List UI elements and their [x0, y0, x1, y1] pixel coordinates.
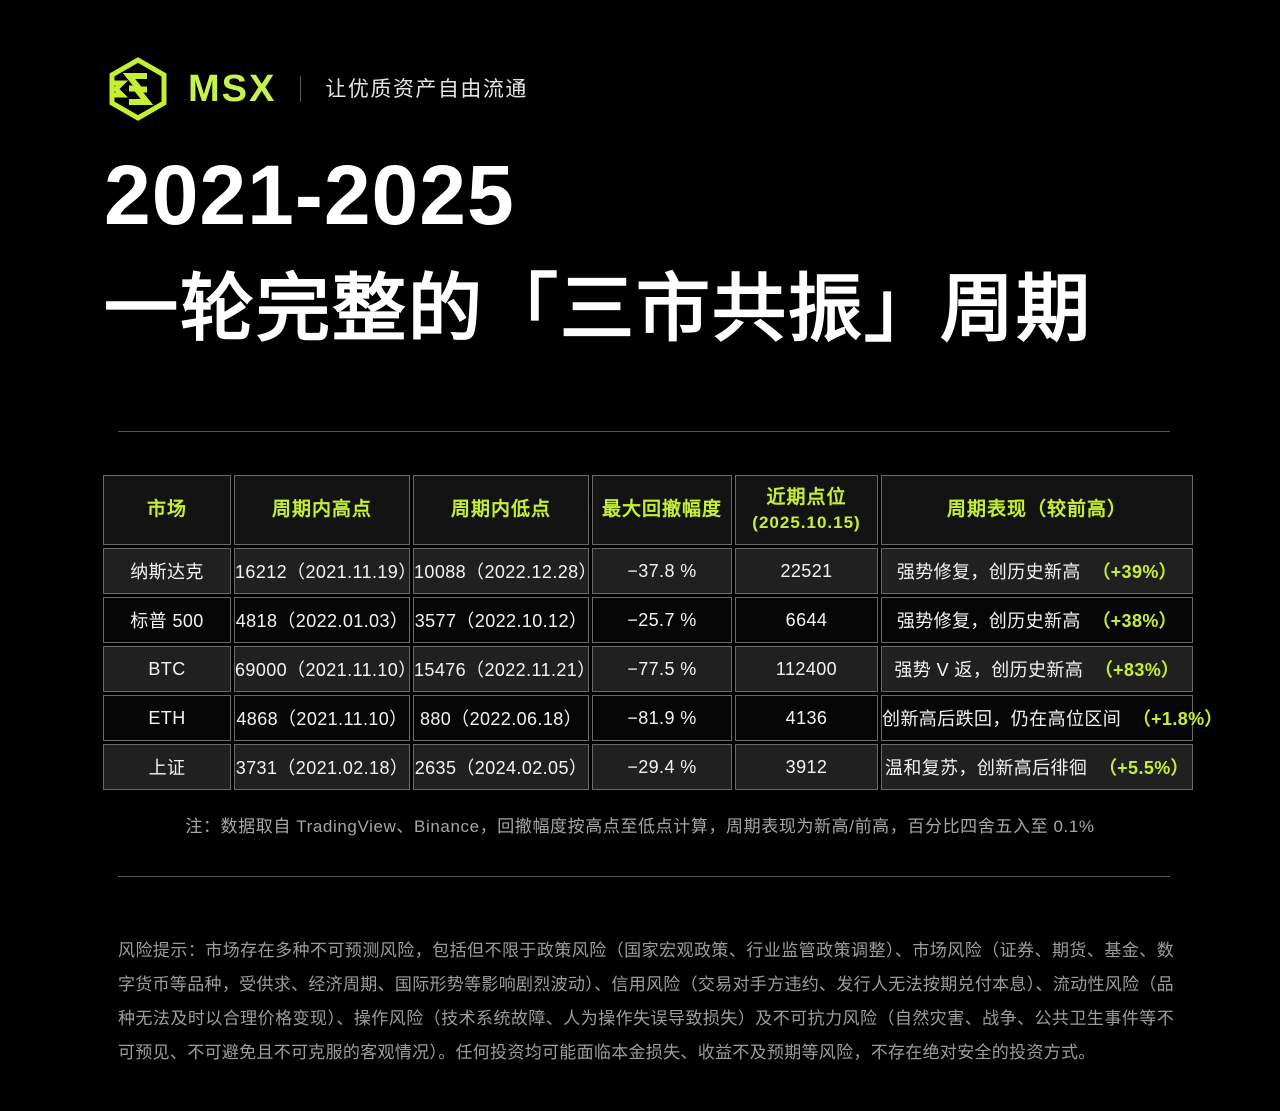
column-header-label: 周期内低点 — [450, 498, 551, 520]
performance-pct-badge: （+83%） — [1094, 660, 1180, 680]
cell-cycle-high: 16212（2021.11.19） — [234, 548, 416, 594]
cell-cycle-low: 3577（2022.10.12） — [413, 597, 589, 643]
cell-recent-level: 3912 — [735, 744, 878, 790]
column-header-label: 周期表现（较前高） — [946, 498, 1127, 520]
cell-performance: 强势 V 返，创历史新高 （+83%） — [881, 646, 1193, 692]
cell-max-drawdown: −37.8 % — [592, 548, 732, 594]
cell-recent-level: 6644 — [735, 597, 878, 643]
cycle-table-wrapper: 市场 周期内高点 周期内低点 最大回撤幅度 近期点位 (2025.10.15) — [100, 472, 1223, 793]
table-row: ETH 4868（2021.11.10） 880（2022.06.18） −81… — [103, 695, 1223, 741]
divider-above-disclaimer — [118, 876, 1170, 877]
brand-divider — [300, 76, 302, 102]
brand-wordmark: MSX — [188, 68, 277, 110]
cell-cycle-low: 10088（2022.12.28） — [413, 548, 597, 594]
cell-performance: 强势修复，创历史新高 （+39%） — [881, 548, 1193, 594]
cell-cycle-high: 69000（2021.11.10） — [234, 646, 416, 692]
performance-text: 强势修复，创历史新高 — [896, 562, 1081, 582]
performance-text: 创新高后跌回，仍在高位区间 — [882, 709, 1122, 729]
performance-pct-badge: （+38%） — [1092, 611, 1178, 631]
column-header-label: 市场 — [146, 498, 187, 520]
column-header-cycle-low: 周期内低点 — [413, 475, 589, 545]
cell-recent-level: 112400 — [735, 646, 878, 692]
cell-cycle-low: 15476（2022.11.21） — [413, 646, 595, 692]
performance-text: 强势修复，创历史新高 — [896, 611, 1081, 631]
cell-cycle-low: 880（2022.06.18） — [413, 695, 589, 741]
column-header-cycle-high: 周期内高点 — [234, 475, 410, 545]
column-header-label: 周期内高点 — [271, 498, 372, 520]
cell-max-drawdown: −81.9 % — [592, 695, 732, 741]
brand-bar: MSX 让优质资产自由流通 — [106, 57, 528, 121]
brand-tagline: 让优质资产自由流通 — [325, 77, 528, 101]
cell-recent-level: 4136 — [735, 695, 878, 741]
table-row: 上证 3731（2021.02.18） 2635（2024.02.05） −29… — [103, 744, 1193, 790]
column-header-label: 最大回撤幅度 — [601, 498, 722, 520]
cell-recent-level: 22521 — [735, 548, 878, 594]
column-header-label: 近期点位 — [766, 486, 847, 508]
cell-market: 纳斯达克 — [103, 548, 231, 594]
column-header-market: 市场 — [103, 475, 231, 545]
column-header-performance: 周期表现（较前高） — [881, 475, 1193, 545]
cell-market: 标普 500 — [103, 597, 231, 643]
table-footnote: 注：数据取自 TradingView、Binance，回撤幅度按高点至低点计算，… — [185, 817, 1095, 836]
cycle-table: 市场 周期内高点 周期内低点 最大回撤幅度 近期点位 (2025.10.15) — [100, 472, 1223, 793]
table-row: 纳斯达克 16212（2021.11.19） 10088（2022.12.28）… — [103, 548, 1193, 594]
performance-pct-badge: （+39%） — [1092, 562, 1178, 582]
cell-cycle-high: 4818（2022.01.03） — [234, 597, 410, 643]
performance-pct-badge: （+5.5%） — [1098, 758, 1190, 778]
cell-max-drawdown: −77.5 % — [592, 646, 732, 692]
cell-cycle-high: 4868（2021.11.10） — [234, 695, 410, 741]
cell-max-drawdown: −25.7 % — [592, 597, 732, 643]
table-row: 标普 500 4818（2022.01.03） 3577（2022.10.12）… — [103, 597, 1193, 643]
column-header-sublabel: (2025.10.15) — [752, 513, 861, 533]
column-header-recent-level: 近期点位 (2025.10.15) — [735, 475, 878, 545]
risk-disclaimer: 风险提示：市场存在多种不可预测风险，包括但不限于政策风险（国家宏观政策、行业监管… — [118, 941, 1174, 1062]
cell-max-drawdown: −29.4 % — [592, 744, 732, 790]
column-header-max-drawdown: 最大回撤幅度 — [592, 475, 732, 545]
performance-pct-badge: （+1.8%） — [1132, 709, 1223, 729]
msx-hexagon-logo-icon — [106, 57, 170, 121]
cell-performance: 温和复苏，创新高后徘徊 （+5.5%） — [881, 744, 1193, 790]
performance-text: 温和复苏，创新高后徘徊 — [884, 758, 1088, 778]
table-header-row: 市场 周期内高点 周期内低点 最大回撤幅度 近期点位 (2025.10.15) — [103, 475, 1193, 545]
headline-year-range: 2021-2025 — [104, 148, 515, 242]
cell-market: ETH — [103, 695, 231, 741]
cell-cycle-low: 2635（2024.02.05） — [413, 744, 589, 790]
cell-performance: 强势修复，创历史新高 （+38%） — [881, 597, 1193, 643]
cell-cycle-high: 3731（2021.02.18） — [234, 744, 410, 790]
table-row: BTC 69000（2021.11.10） 15476（2022.11.21） … — [103, 646, 1193, 692]
cell-performance: 创新高后跌回，仍在高位区间 （+1.8%） — [881, 695, 1223, 741]
cell-market: BTC — [103, 646, 231, 692]
cell-market: 上证 — [103, 744, 231, 790]
headline-main: 一轮完整的「三市共振」周期 — [104, 267, 1092, 350]
performance-text: 强势 V 返，创历史新高 — [894, 660, 1084, 680]
divider-above-table — [118, 431, 1170, 432]
